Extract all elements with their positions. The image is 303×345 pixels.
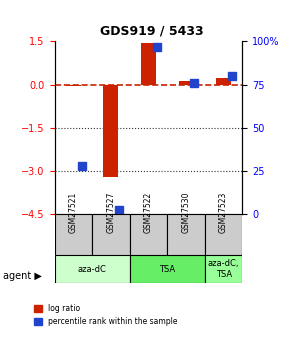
Text: TSA: TSA	[159, 265, 175, 274]
Text: GSM27523: GSM27523	[219, 191, 228, 233]
Bar	[66, 85, 81, 86]
FancyBboxPatch shape	[130, 255, 205, 283]
Text: GSM27521: GSM27521	[69, 191, 78, 233]
Legend: log ratio, percentile rank within the sample: log ratio, percentile rank within the sa…	[34, 304, 177, 326]
Text: aza-dC,
TSA: aza-dC, TSA	[208, 259, 239, 279]
Text: GDS919 / 5433: GDS919 / 5433	[100, 24, 203, 37]
Text: agent ▶: agent ▶	[3, 271, 42, 281]
Text: GSM27527: GSM27527	[106, 191, 115, 233]
FancyBboxPatch shape	[167, 214, 205, 255]
Bar	[178, 81, 194, 85]
Bar	[103, 85, 118, 177]
Bar	[141, 43, 156, 85]
Text: GSM27522: GSM27522	[144, 191, 153, 233]
FancyBboxPatch shape	[55, 214, 92, 255]
FancyBboxPatch shape	[205, 214, 242, 255]
Bar	[216, 78, 231, 85]
FancyBboxPatch shape	[130, 214, 167, 255]
FancyBboxPatch shape	[205, 255, 242, 283]
FancyBboxPatch shape	[92, 214, 130, 255]
FancyBboxPatch shape	[55, 255, 130, 283]
Text: GSM27530: GSM27530	[181, 191, 191, 233]
Text: aza-dC: aza-dC	[78, 265, 107, 274]
